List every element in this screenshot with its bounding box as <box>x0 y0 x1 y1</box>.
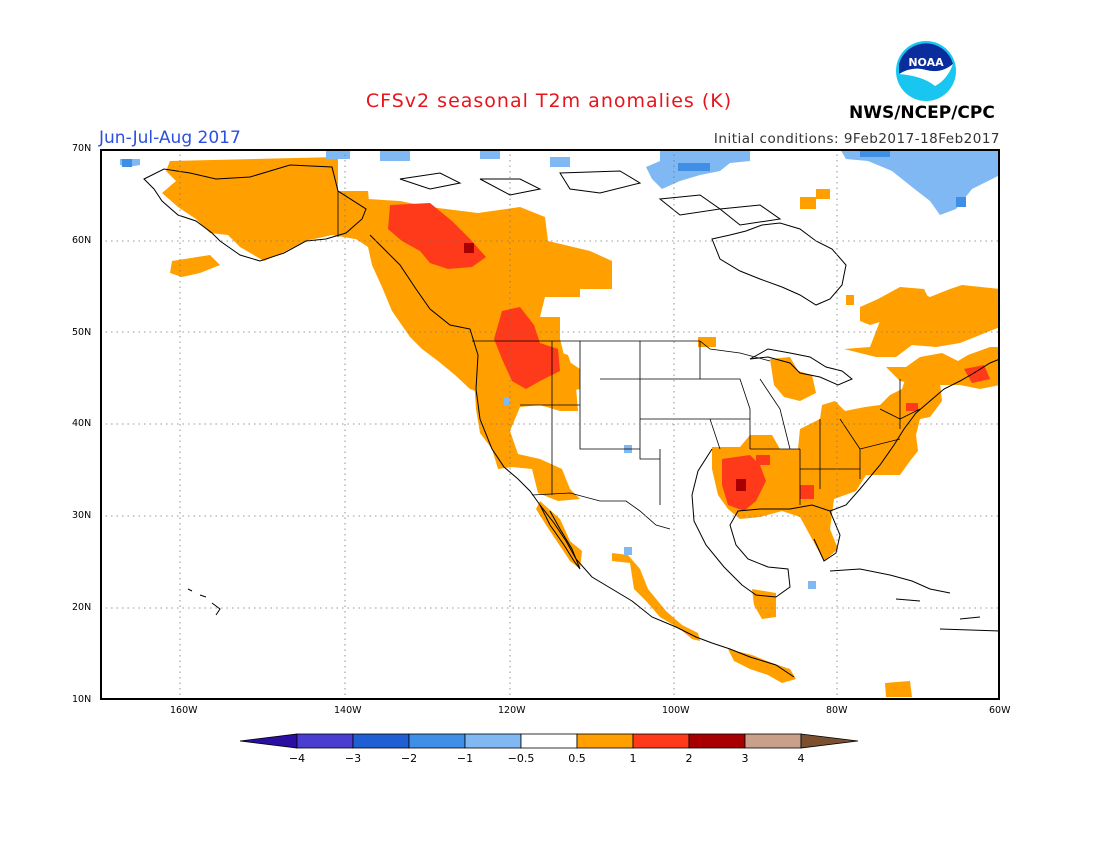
graticule <box>100 149 1000 700</box>
colorbar-cells <box>239 733 859 749</box>
colorbar-cell-min <box>239 733 298 749</box>
lon-label-140w: 140W <box>334 705 362 716</box>
border-us-canada <box>337 191 771 362</box>
warm-region-quebec <box>844 285 1000 357</box>
warm-region-southeast-us <box>712 369 942 561</box>
warm-region-alaska-south <box>170 255 220 277</box>
lat-label-50n: 50N <box>72 327 92 338</box>
colorbar-cell <box>296 733 354 749</box>
colorbar-tick-label: −0.5 <box>508 752 535 765</box>
coastline-hudson-bay <box>711 222 847 306</box>
warm-region-great-lakes <box>770 357 816 401</box>
colorbar-cell <box>744 733 802 749</box>
cool-region-greenland-coast <box>840 149 1000 215</box>
colorbar-tick-label: 3 <box>742 752 749 765</box>
cool-region-arctic-central <box>326 149 570 167</box>
colorbar-cell <box>520 733 578 749</box>
lon-label-60w: 60W <box>989 705 1011 716</box>
border-us-mexico <box>531 492 671 530</box>
lon-label-100w: 100W <box>662 705 690 716</box>
colorbar-cell <box>688 733 746 749</box>
colorbar-ticks: −4 −3 −2 −1 −0.5 0.5 1 2 3 4 <box>289 752 805 765</box>
noaa-logo-text: NOAA <box>908 56 944 69</box>
warm-anomaly-regions <box>162 157 1000 697</box>
warm-region-yucatan <box>752 589 776 619</box>
colorbar-cell <box>352 733 410 749</box>
colorbar-tick-label: −4 <box>289 752 305 765</box>
agency-label: NWS/NCEP/CPC <box>849 103 995 123</box>
lon-label-80w: 80W <box>826 705 848 716</box>
colorbar-cell <box>576 733 634 749</box>
colorbar-tick-label: 0.5 <box>568 752 586 765</box>
colorbar-tick-label: 2 <box>686 752 693 765</box>
colorbar-tick-label: 1 <box>630 752 637 765</box>
colorbar-cell <box>408 733 466 749</box>
colorbar: −4 −3 −2 −1 −0.5 0.5 1 2 3 4 <box>239 733 859 765</box>
warm-region-south-america <box>885 681 912 697</box>
warm-region-mexico-west <box>612 553 700 641</box>
colorbar-tick-label: 4 <box>798 752 805 765</box>
anomaly-map <box>100 149 1000 700</box>
warm-region-alaska <box>162 157 400 261</box>
lat-label-10n: 10N <box>72 694 92 705</box>
colorbar-cell <box>464 733 522 749</box>
coastline-great-lakes <box>749 348 853 386</box>
lat-label-40n: 40N <box>72 418 92 429</box>
noaa-logo: NOAA <box>896 41 956 101</box>
state-borders <box>520 341 921 505</box>
colorbar-cell-max <box>800 733 859 749</box>
warm-region-arctic-islands <box>698 189 854 347</box>
map-title: CFSv2 seasonal T2m anomalies (K) <box>365 90 733 112</box>
lat-label-60n: 60N <box>72 235 92 246</box>
strong-warm-region-northern-bc <box>388 203 486 269</box>
lat-label-30n: 30N <box>72 510 92 521</box>
warm-region-central-america <box>728 649 796 683</box>
coastline-caribbean <box>829 568 1000 632</box>
strong-warm-region-maine <box>964 365 990 383</box>
warm-region-mexico-pacific <box>536 501 582 569</box>
map-frame <box>100 149 1000 700</box>
coastline-gulf <box>691 448 841 598</box>
stronger-cool-region-arctic <box>122 149 966 207</box>
forecast-period: Jun-Jul-Aug 2017 <box>99 128 241 148</box>
colorbar-tick-label: −3 <box>345 752 361 765</box>
initial-conditions: Initial conditions: 9Feb2017-18Feb2017 <box>713 131 1000 147</box>
colorbar-tick-label: −1 <box>457 752 473 765</box>
lat-label-20n: 20N <box>72 602 92 613</box>
strong-warm-region-idaho <box>494 307 560 389</box>
coastline-baja <box>539 504 581 570</box>
coastline-hawaii <box>187 588 221 616</box>
strong-warm-anomaly-regions <box>388 203 990 511</box>
colorbar-tick-label: −2 <box>401 752 417 765</box>
warm-region-labrador <box>860 287 928 325</box>
very-strong-warm-spot-bc <box>464 243 474 253</box>
colorbar-cell <box>632 733 690 749</box>
lat-label-70n: 70N <box>72 143 92 154</box>
very-strong-warm-anomaly-regions <box>464 243 746 491</box>
coastlines <box>143 164 1000 678</box>
lon-label-120w: 120W <box>498 705 526 716</box>
coastline-arctic-islands <box>399 170 782 226</box>
very-strong-warm-spot-arkansas <box>736 479 746 491</box>
political-borders <box>337 191 921 530</box>
coastline-north-america <box>143 164 367 262</box>
lon-label-160w: 160W <box>170 705 198 716</box>
coastline-east <box>829 358 1000 512</box>
stronger-cool-anomaly-regions <box>122 149 966 207</box>
